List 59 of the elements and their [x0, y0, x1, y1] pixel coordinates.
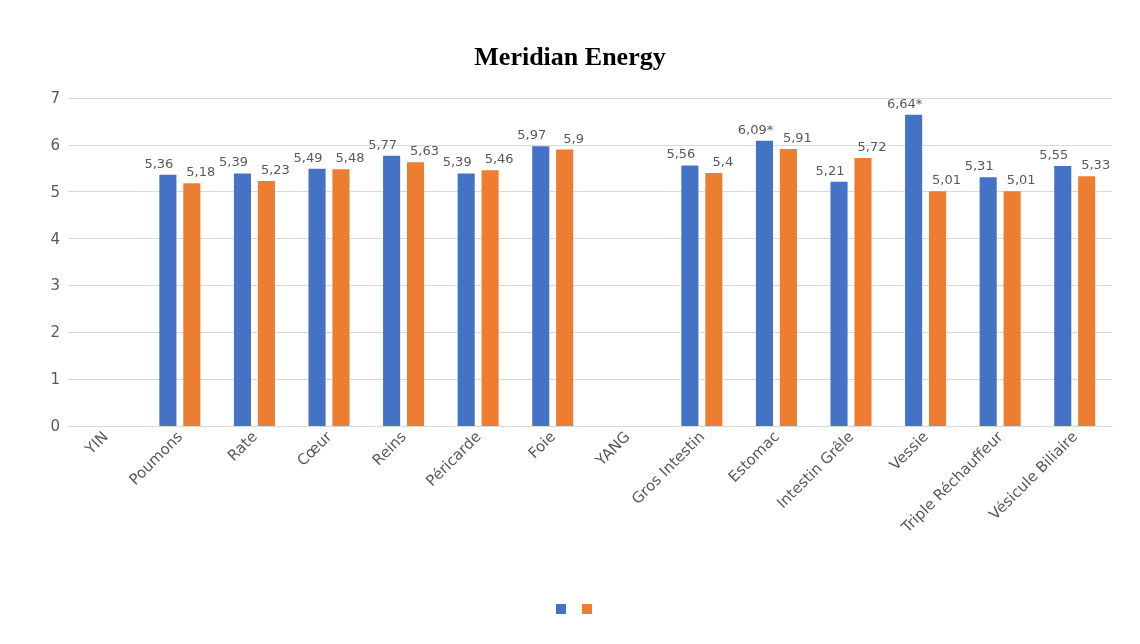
- bar: [755, 140, 774, 426]
- y-tick-label: 4: [50, 229, 60, 248]
- y-tick-label: 0: [50, 417, 60, 435]
- data-label: 5,48: [335, 150, 365, 166]
- data-label: 5,39: [218, 154, 248, 170]
- bar: [1054, 165, 1072, 426]
- bar: [308, 168, 326, 426]
- bar: [1003, 191, 1021, 426]
- data-label: 6,09*: [737, 121, 774, 137]
- data-label: 5,97: [517, 127, 547, 143]
- data-label: 5,21: [815, 162, 845, 178]
- data-label: 5,31: [964, 158, 994, 174]
- data-label: 6,64*: [886, 95, 923, 111]
- y-tick-label: 7: [50, 89, 60, 107]
- bar: [830, 181, 848, 426]
- data-label: 5,46: [484, 151, 514, 167]
- y-tick-label: 2: [50, 323, 60, 342]
- data-label: 5,55: [1039, 146, 1069, 162]
- bar: [979, 177, 997, 426]
- data-label: 5,36: [144, 155, 174, 171]
- y-tick-label: 5: [50, 182, 60, 201]
- data-label: 5,49: [293, 149, 323, 165]
- data-label: 5,63: [410, 143, 440, 159]
- data-label: 5,91: [782, 130, 812, 146]
- bar: [332, 169, 350, 426]
- bar: [159, 174, 177, 426]
- bar: [406, 162, 425, 426]
- chart-title: Meridian Energy: [474, 41, 666, 71]
- bar: [1078, 176, 1096, 426]
- data-label: 5,77: [368, 136, 398, 152]
- bar: [383, 155, 401, 426]
- bar: [556, 149, 574, 426]
- bar: [233, 173, 252, 426]
- y-tick-label: 6: [50, 135, 60, 154]
- y-tick-label: 3: [50, 276, 60, 295]
- data-label: 5,39: [442, 154, 472, 170]
- data-label: 5,01: [1006, 172, 1036, 188]
- bar: [905, 114, 923, 426]
- bar: [257, 180, 275, 426]
- data-label: 5,18: [186, 164, 216, 180]
- data-label: 5,01: [932, 172, 962, 188]
- bar: [183, 183, 201, 426]
- bar: [532, 146, 550, 426]
- data-label: 5,72: [857, 138, 887, 154]
- bar: [854, 157, 872, 426]
- data-label: 5,33: [1081, 157, 1111, 173]
- data-label: 5,23: [260, 161, 290, 177]
- bar: [928, 191, 947, 426]
- bar: [481, 170, 499, 426]
- data-label: 5,56: [666, 146, 696, 162]
- y-tick-label: 1: [50, 370, 60, 389]
- x-tick-label: YIN: [80, 427, 112, 459]
- data-label: 5,9: [563, 130, 585, 146]
- data-label: 5,4: [712, 153, 734, 169]
- bar: [705, 172, 723, 426]
- bar: [457, 173, 475, 426]
- x-tick-label: Foie: [524, 427, 560, 463]
- bar: [779, 149, 797, 426]
- bar: [681, 165, 699, 426]
